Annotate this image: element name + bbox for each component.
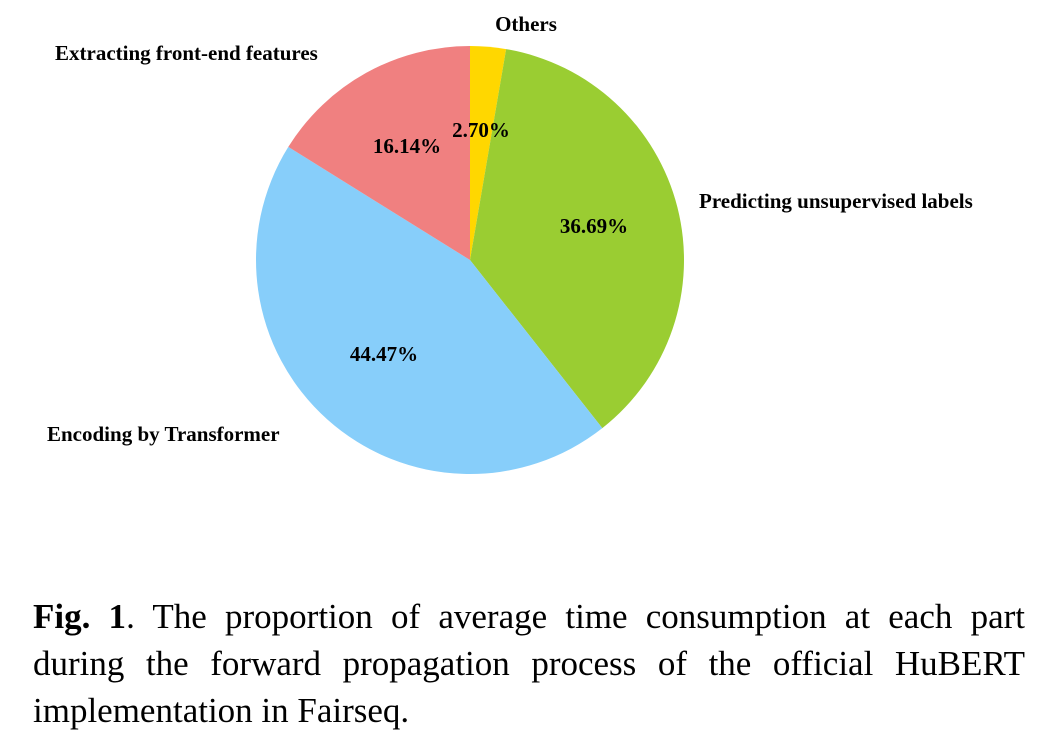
slice-label-encoding-by-transformer: Encoding by Transformer — [47, 422, 280, 446]
pie-slices — [256, 46, 685, 474]
slice-value-label-others: 2.70% — [452, 118, 510, 142]
caption-figure-label: Fig. 1 — [33, 597, 127, 636]
pie-slice-encoding-by-transformer — [256, 146, 603, 474]
slice-value-label-extracting-front-end-features: 16.14% — [373, 134, 441, 158]
caption-text: . The proportion of average time consump… — [33, 597, 1025, 730]
pie-slice-predicting-unsupervised-labels — [470, 49, 685, 429]
pie-slice-extracting-front-end-features — [288, 46, 470, 260]
figure-caption: Fig. 1. The proportion of average time c… — [33, 593, 1025, 734]
slice-label-predicting-unsupervised-labels: Predicting unsupervised labels — [699, 189, 973, 213]
slice-label-extracting-front-end-features: Extracting front-end features — [55, 41, 318, 65]
pie-labels: Others 2.70% Predicting unsupervised label… — [47, 12, 973, 446]
pie-chart: Others 2.70% Predicting unsupervised label… — [47, 12, 973, 474]
slice-value-label-predicting-unsupervised-labels: 36.69% — [560, 214, 628, 238]
pie-slice-others — [470, 46, 507, 260]
slice-label-others: Others — [495, 12, 557, 36]
slice-value-label-encoding-by-transformer: 44.47% — [350, 342, 418, 366]
